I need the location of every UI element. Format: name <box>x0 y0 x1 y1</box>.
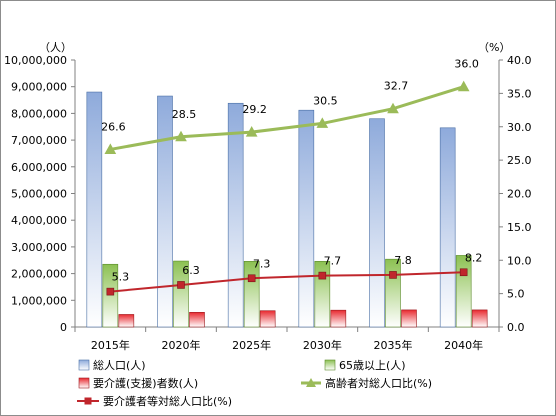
right-tick-label: 5.0 <box>507 288 525 301</box>
bar-care-needed <box>330 309 347 328</box>
right-tick-label: 20.0 <box>507 188 532 201</box>
data-label-elderly-ratio: 26.6 <box>101 120 126 133</box>
data-label-elderly-ratio: 28.5 <box>172 108 197 121</box>
legend-swatch <box>78 377 90 389</box>
legend-elderly-ratio: 高齢者対総人口比(%) <box>301 376 432 390</box>
bar-total-population <box>439 127 456 328</box>
line-elderly-ratio <box>110 85 465 151</box>
bar-age65plus <box>173 260 189 328</box>
bar-age65plus <box>243 261 260 328</box>
legend-age65plus: 65歳以上(人) <box>324 359 406 372</box>
right-tick-label: 30.0 <box>507 121 532 134</box>
x-tick-label: 2020年 <box>162 338 201 352</box>
legend-label: 要介護(支援)者数(人) <box>93 376 198 390</box>
left-tick-label: 5,000,000 <box>11 188 67 201</box>
bar-age65plus <box>102 263 119 328</box>
legend-total-population: 総人口(人) <box>78 358 146 372</box>
left-tick-label: 6,000,000 <box>11 161 67 174</box>
data-label-elderly-ratio: 32.7 <box>384 80 409 93</box>
data-label-care-ratio: 8.2 <box>465 251 483 264</box>
legend-label: 65歳以上(人) <box>339 359 406 372</box>
marker-care-ratio <box>389 271 397 279</box>
bar-care-needed <box>118 314 135 328</box>
bar-care-needed <box>259 310 276 328</box>
legend-care-ratio: 要介護者等対総人口比(%) <box>77 394 232 408</box>
right-tick-label: 35.0 <box>507 87 532 100</box>
bar-age65plus <box>455 255 472 328</box>
marker-care-ratio <box>177 281 185 289</box>
marker-care-ratio <box>106 287 115 296</box>
x-tick-label: 2025年 <box>232 338 271 352</box>
data-label-care-ratio: 7.7 <box>324 255 342 268</box>
left-tick-label: 2,000,000 <box>11 268 67 281</box>
left-tick-label: 9,000,000 <box>11 81 67 94</box>
right-axis-unit: （%） <box>478 41 510 54</box>
bar-care-needed <box>189 312 205 328</box>
data-label-elderly-ratio: 29.2 <box>242 103 267 116</box>
left-tick-label: 8,000,000 <box>11 107 67 120</box>
marker-care-ratio <box>247 274 256 283</box>
marker-elderly-ratio <box>316 117 329 128</box>
x-tick-label: 2015年 <box>91 338 130 352</box>
data-label-care-ratio: 6.3 <box>182 264 200 277</box>
legend-label: 要介護者等対総人口比(%) <box>103 394 232 408</box>
right-tick-label: 25.0 <box>507 154 532 167</box>
x-tick-label: 2030年 <box>303 338 342 352</box>
right-tick-label: 0.0 <box>507 321 525 334</box>
data-label-care-ratio: 7.8 <box>394 254 412 267</box>
marker-care-ratio <box>318 271 327 280</box>
legend: 総人口(人) 65歳以上(人) 要介護(支援)者数(人) 高齢者対総人口比(%) 要介護… <box>77 358 432 408</box>
legend-swatch <box>78 359 90 371</box>
data-label-elderly-ratio: 36.0 <box>454 58 479 71</box>
x-tick-label: 2035年 <box>374 338 413 352</box>
legend-marker <box>306 378 316 387</box>
x-tick-label: 2040年 <box>444 338 483 352</box>
labels-layer: 26.6 28.5 29.2 30.5 32.7 36.0 5.3 6.3 7.3 7.7 7.8 8… <box>101 58 482 284</box>
marker-elderly-ratio <box>104 143 117 154</box>
right-tick-label: 10.0 <box>507 254 532 267</box>
legend-marker <box>84 397 92 405</box>
left-tick-label: 3,000,000 <box>11 241 67 254</box>
right-tick-label: 15.0 <box>507 221 532 234</box>
lines-layer <box>104 80 470 296</box>
left-tick-label: 10,000,000 <box>4 54 67 67</box>
bar-total-population <box>298 109 315 328</box>
bar-care-needed <box>401 309 417 328</box>
bar-age65plus <box>385 258 401 328</box>
right-tick-label: 40.0 <box>507 54 532 67</box>
data-label-elderly-ratio: 30.5 <box>313 94 338 107</box>
legend-swatch <box>324 359 336 371</box>
left-tick-label: 4,000,000 <box>11 214 67 227</box>
left-axis-unit: （人） <box>39 41 72 54</box>
bar-care-needed <box>471 309 488 328</box>
marker-elderly-ratio <box>457 80 470 92</box>
legend-label: 総人口(人) <box>93 358 146 372</box>
marker-elderly-ratio <box>175 130 187 142</box>
marker-elderly-ratio <box>245 126 258 137</box>
bar-total-population <box>157 95 173 328</box>
axes-layer: 0 1,000,000 2,000,000 3,000,000 4,000,000 5,0… <box>4 41 531 352</box>
bar-total-population <box>86 91 103 328</box>
data-label-care-ratio: 5.3 <box>112 271 130 284</box>
marker-elderly-ratio <box>387 102 399 114</box>
bar-total-population <box>369 118 385 328</box>
marker-care-ratio <box>459 268 468 277</box>
legend-label: 高齢者対総人口比(%) <box>325 376 432 390</box>
data-label-care-ratio: 7.3 <box>253 257 271 270</box>
legend-care-needed: 要介護(支援)者数(人) <box>78 376 198 390</box>
left-tick-label: 7,000,000 <box>11 134 67 147</box>
bar-total-population <box>227 102 244 328</box>
bar-age65plus <box>314 261 331 328</box>
left-tick-label: 0 <box>60 321 67 334</box>
line-care-ratio <box>110 271 464 293</box>
left-tick-label: 1,000,000 <box>11 294 67 307</box>
